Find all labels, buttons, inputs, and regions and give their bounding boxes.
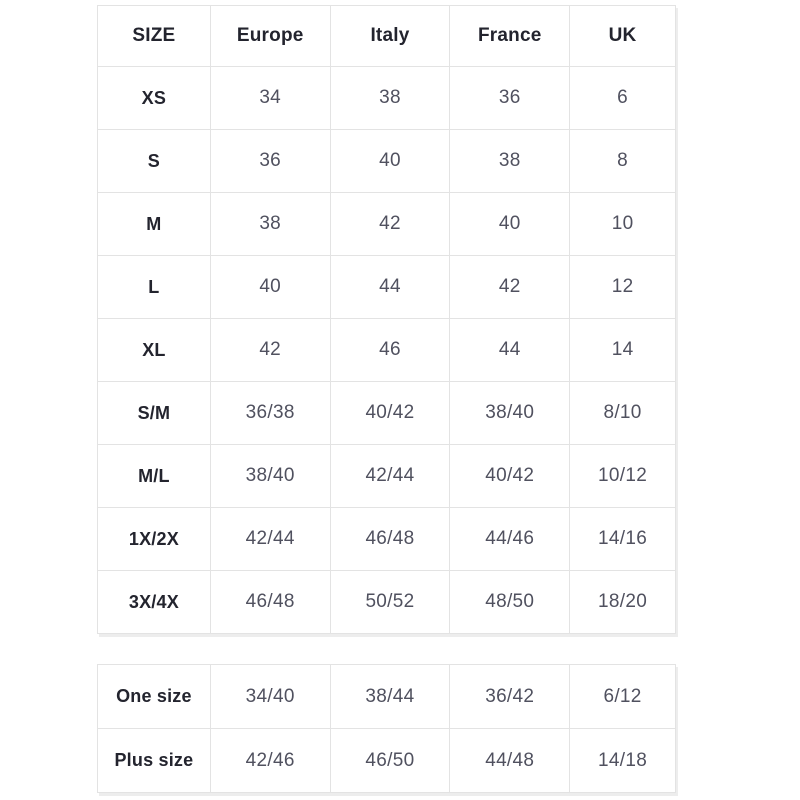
one-size-plus-size-table: One size 34/40 38/44 36/42 6/12 Plus siz… xyxy=(97,664,676,793)
value-cell: 46/48 xyxy=(329,507,451,571)
table-row-xs: XS 34 38 36 6 xyxy=(97,66,676,130)
size-label: S xyxy=(97,129,211,193)
value-cell: 12 xyxy=(569,255,676,319)
column-header-uk: UK xyxy=(569,5,676,67)
value-cell: 38/40 xyxy=(449,381,571,445)
value-cell: 42/46 xyxy=(209,728,331,793)
value-cell: 42 xyxy=(329,192,451,256)
value-cell: 42 xyxy=(449,255,571,319)
value-cell: 46 xyxy=(329,318,451,382)
table-row-plus-size: Plus size 42/46 46/50 44/48 14/18 xyxy=(97,728,676,793)
table-row-l: L 40 44 42 12 xyxy=(97,255,676,319)
size-label: M xyxy=(97,192,211,256)
value-cell: 36/42 xyxy=(449,664,571,729)
size-chart-table: SIZE Europe Italy France UK XS 34 38 36 … xyxy=(97,5,676,634)
value-cell: 8/10 xyxy=(569,381,676,445)
value-cell: 38/44 xyxy=(329,664,451,729)
value-cell: 6/12 xyxy=(569,664,676,729)
value-cell: 40/42 xyxy=(329,381,451,445)
value-cell: 42/44 xyxy=(209,507,331,571)
value-cell: 48/50 xyxy=(449,570,571,634)
value-cell: 18/20 xyxy=(569,570,676,634)
value-cell: 14/18 xyxy=(569,728,676,793)
value-cell: 14 xyxy=(569,318,676,382)
table-row-3x-4x: 3X/4X 46/48 50/52 48/50 18/20 xyxy=(97,570,676,634)
value-cell: 36 xyxy=(209,129,331,193)
value-cell: 44 xyxy=(449,318,571,382)
table-row-xl: XL 42 46 44 14 xyxy=(97,318,676,382)
value-cell: 8 xyxy=(569,129,676,193)
value-cell: 40/42 xyxy=(449,444,571,508)
value-cell: 34/40 xyxy=(209,664,331,729)
value-cell: 38/40 xyxy=(209,444,331,508)
value-cell: 42 xyxy=(209,318,331,382)
size-label: S/M xyxy=(97,381,211,445)
value-cell: 46/48 xyxy=(209,570,331,634)
size-label: M/L xyxy=(97,444,211,508)
value-cell: 38 xyxy=(449,129,571,193)
value-cell: 38 xyxy=(209,192,331,256)
value-cell: 6 xyxy=(569,66,676,130)
table-row-m-l: M/L 38/40 42/44 40/42 10/12 xyxy=(97,444,676,508)
value-cell: 10/12 xyxy=(569,444,676,508)
size-label: 3X/4X xyxy=(97,570,211,634)
size-label: 1X/2X xyxy=(97,507,211,571)
table-row-s-m: S/M 36/38 40/42 38/40 8/10 xyxy=(97,381,676,445)
value-cell: 38 xyxy=(329,66,451,130)
value-cell: 36/38 xyxy=(209,381,331,445)
value-cell: 14/16 xyxy=(569,507,676,571)
value-cell: 44/48 xyxy=(449,728,571,793)
value-cell: 40 xyxy=(329,129,451,193)
value-cell: 34 xyxy=(209,66,331,130)
value-cell: 40 xyxy=(209,255,331,319)
size-label: XL xyxy=(97,318,211,382)
value-cell: 44/46 xyxy=(449,507,571,571)
size-label: Plus size xyxy=(97,728,211,793)
column-header-france: France xyxy=(449,5,571,67)
value-cell: 44 xyxy=(329,255,451,319)
value-cell: 40 xyxy=(449,192,571,256)
value-cell: 36 xyxy=(449,66,571,130)
column-header-size: SIZE xyxy=(97,5,211,67)
size-label: L xyxy=(97,255,211,319)
value-cell: 10 xyxy=(569,192,676,256)
table-header-row: SIZE Europe Italy France UK xyxy=(97,5,676,67)
size-conversion-chart: SIZE Europe Italy France UK XS 34 38 36 … xyxy=(97,5,676,793)
column-header-italy: Italy xyxy=(329,5,451,67)
table-row-1x-2x: 1X/2X 42/44 46/48 44/46 14/16 xyxy=(97,507,676,571)
value-cell: 50/52 xyxy=(329,570,451,634)
size-label: XS xyxy=(97,66,211,130)
size-label: One size xyxy=(97,664,211,729)
value-cell: 46/50 xyxy=(329,728,451,793)
column-header-europe: Europe xyxy=(209,5,331,67)
table-row-m: M 38 42 40 10 xyxy=(97,192,676,256)
table-row-s: S 36 40 38 8 xyxy=(97,129,676,193)
table-row-one-size: One size 34/40 38/44 36/42 6/12 xyxy=(97,664,676,729)
value-cell: 42/44 xyxy=(329,444,451,508)
